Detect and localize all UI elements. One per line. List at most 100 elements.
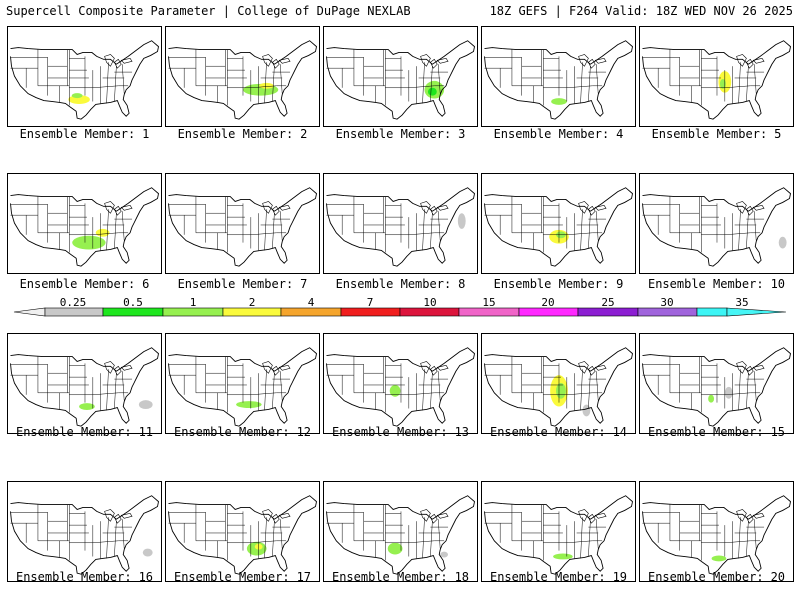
member-caption: Ensemble Member: 14 bbox=[479, 425, 638, 439]
scp-area-1 bbox=[719, 78, 726, 89]
member-number: 20 bbox=[770, 570, 786, 584]
ensemble-member-map bbox=[7, 26, 162, 127]
ensemble-member-map bbox=[323, 481, 478, 582]
ensemble-member-map bbox=[639, 173, 794, 274]
great-lakes bbox=[262, 201, 291, 216]
state-border bbox=[588, 521, 591, 557]
member-caption: Ensemble Member: 8 bbox=[321, 277, 480, 291]
great-lakes bbox=[578, 509, 607, 524]
member-caption: Ensemble Member: 20 bbox=[637, 570, 796, 584]
member-number: 2 bbox=[300, 127, 308, 141]
state-border bbox=[430, 213, 433, 249]
coastline bbox=[326, 40, 475, 120]
scp-area-0.25 bbox=[138, 400, 153, 409]
ensemble-member-map bbox=[481, 481, 636, 582]
member-number: 8 bbox=[458, 277, 466, 291]
member-number: 4 bbox=[616, 127, 624, 141]
member-caption-prefix: Ensemble Member: bbox=[489, 570, 606, 584]
coastline bbox=[10, 40, 159, 120]
coastline bbox=[326, 495, 475, 575]
scp-area-2 bbox=[95, 228, 110, 237]
ensemble-member-map bbox=[481, 173, 636, 274]
member-number: 10 bbox=[770, 277, 786, 291]
coastline bbox=[642, 495, 791, 575]
member-caption-prefix: Ensemble Member: bbox=[15, 425, 132, 439]
member-caption-prefix: Ensemble Member: bbox=[647, 277, 764, 291]
colorbar-tick-label: 25 bbox=[601, 296, 615, 309]
coastline bbox=[168, 347, 317, 427]
member-caption: Ensemble Member: 11 bbox=[5, 425, 164, 439]
colorbar-swatch-2 bbox=[222, 307, 282, 317]
state-border bbox=[250, 85, 277, 89]
member-caption-prefix: Ensemble Member: bbox=[177, 277, 294, 291]
state-border bbox=[753, 371, 757, 401]
member-caption-prefix: Ensemble Member: bbox=[651, 127, 768, 141]
coastline bbox=[326, 187, 475, 267]
colorbar-swatch-0.5 bbox=[102, 307, 164, 317]
state-border bbox=[738, 62, 741, 104]
state-border bbox=[724, 540, 751, 544]
great-lakes bbox=[420, 201, 449, 216]
member-number: 16 bbox=[138, 570, 154, 584]
colorbar-tick-label: 7 bbox=[366, 296, 374, 309]
state-border bbox=[595, 371, 599, 401]
coastline bbox=[484, 495, 633, 575]
member-caption: Ensemble Member: 19 bbox=[479, 570, 638, 584]
member-number: 3 bbox=[458, 127, 466, 141]
state-border bbox=[566, 392, 593, 396]
scp-area-1 bbox=[708, 394, 715, 403]
member-caption-prefix: Ensemble Member: bbox=[331, 570, 448, 584]
great-lakes bbox=[420, 361, 449, 376]
great-lakes bbox=[104, 54, 133, 69]
member-caption: Ensemble Member: 1 bbox=[5, 127, 164, 141]
scp-area-1 bbox=[711, 555, 727, 562]
colorbar-tick-label: 10 bbox=[423, 296, 437, 309]
state-border bbox=[430, 521, 433, 557]
member-caption-prefix: Ensemble Member: bbox=[489, 425, 606, 439]
state-border bbox=[114, 213, 117, 249]
state-border bbox=[92, 85, 119, 89]
coastline bbox=[484, 347, 633, 427]
scp-area-1 bbox=[387, 542, 403, 555]
great-lakes bbox=[578, 54, 607, 69]
scp-area-0.5 bbox=[427, 87, 437, 96]
member-caption-prefix: Ensemble Member: bbox=[177, 127, 294, 141]
scp-area-1 bbox=[556, 383, 566, 399]
great-lakes bbox=[420, 509, 449, 524]
state-border bbox=[408, 392, 435, 396]
member-caption: Ensemble Member: 6 bbox=[5, 277, 164, 291]
great-lakes bbox=[736, 54, 765, 69]
coastline bbox=[484, 40, 633, 120]
ensemble-member-map bbox=[481, 333, 636, 434]
coastline bbox=[642, 347, 791, 427]
state-border bbox=[264, 209, 267, 251]
coastline bbox=[642, 40, 791, 120]
member-number: 14 bbox=[612, 425, 628, 439]
member-number: 13 bbox=[454, 425, 470, 439]
member-caption: Ensemble Member: 5 bbox=[637, 127, 796, 141]
state-border bbox=[588, 66, 591, 102]
member-caption: Ensemble Member: 10 bbox=[637, 277, 796, 291]
state-border bbox=[746, 373, 749, 409]
state-border bbox=[106, 62, 109, 104]
state-border bbox=[250, 540, 277, 544]
state-border bbox=[595, 519, 599, 549]
ensemble-member-map bbox=[323, 26, 478, 127]
state-border bbox=[279, 64, 283, 94]
scp-area-0.25 bbox=[778, 236, 787, 249]
state-border bbox=[114, 66, 117, 102]
member-caption: Ensemble Member: 9 bbox=[479, 277, 638, 291]
ensemble-member-map bbox=[481, 26, 636, 127]
state-border bbox=[753, 519, 757, 549]
state-border bbox=[272, 521, 275, 557]
member-caption-prefix: Ensemble Member: bbox=[647, 570, 764, 584]
member-caption: Ensemble Member: 15 bbox=[637, 425, 796, 439]
state-border bbox=[753, 64, 757, 94]
state-border bbox=[753, 211, 757, 241]
ensemble-member-map bbox=[639, 481, 794, 582]
state-border bbox=[408, 85, 435, 89]
member-caption-prefix: Ensemble Member: bbox=[493, 277, 610, 291]
scp-area-2 bbox=[259, 82, 274, 89]
colorbar-swatch-15 bbox=[458, 307, 520, 317]
valid-time: 18Z GEFS | F264 Valid: 18Z WED NOV 26 20… bbox=[489, 4, 793, 18]
